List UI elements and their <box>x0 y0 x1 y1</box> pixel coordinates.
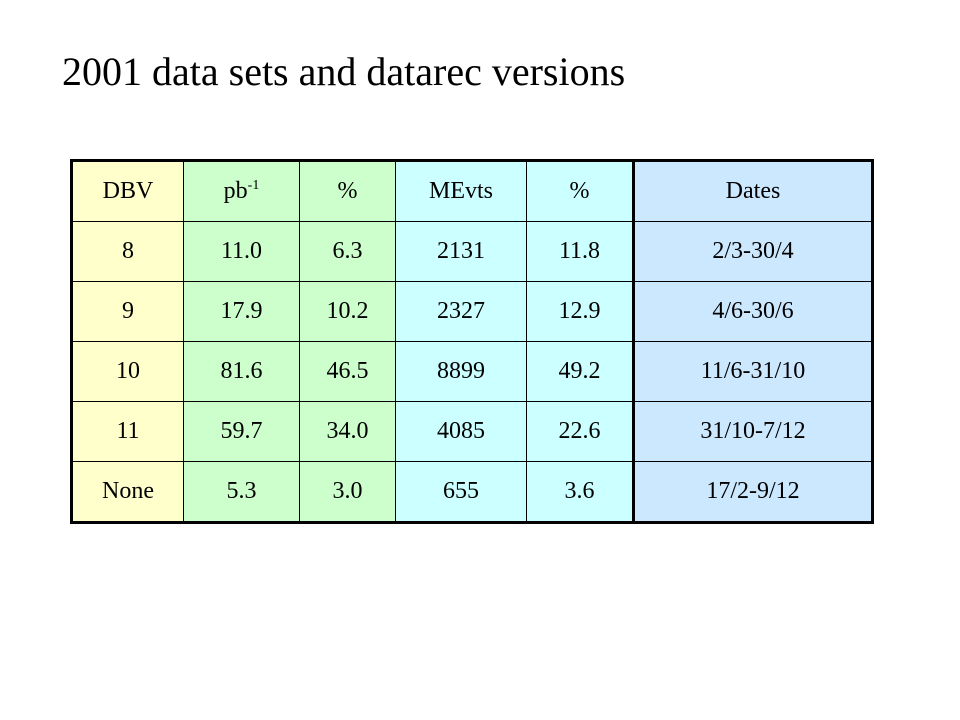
table-cell: 5.3 <box>183 461 300 523</box>
table-cell: 59.7 <box>183 401 300 462</box>
table-cell: 11/6-31/10 <box>632 341 873 402</box>
header-cell: % <box>526 160 634 222</box>
table-cell: 10 <box>71 341 184 402</box>
table-cell: 11 <box>71 401 184 462</box>
table-cell: 81.6 <box>183 341 300 402</box>
table-cell: 4/6-30/6 <box>632 281 873 342</box>
table-cell: 8 <box>71 221 184 282</box>
data-table: DBV pb-1% MEvts% Dates 8 11.0 6.3 2131 11.8 2/3-3… <box>70 159 874 524</box>
table-row: 9 17.9 10.2 2327 12.9 4/6-30/6 <box>71 281 873 342</box>
table-cell: 3.6 <box>526 461 634 523</box>
table-cell: 2/3-30/4 <box>632 221 873 282</box>
table-cell: 46.5 <box>299 341 396 402</box>
table-cell: 2327 <box>395 281 527 342</box>
table-row: None 5.3 3.0 655 3.6 17/2-9/12 <box>71 461 873 523</box>
header-row: DBV pb-1% MEvts% Dates <box>71 160 873 222</box>
table-cell: 6.3 <box>299 221 396 282</box>
table-cell: 655 <box>395 461 527 523</box>
table-cell: 49.2 <box>526 341 634 402</box>
header-cell: % <box>299 160 396 222</box>
header-cell: MEvts <box>395 160 527 222</box>
table-cell: 2131 <box>395 221 527 282</box>
header-cell: DBV <box>71 160 184 222</box>
table-cell: 34.0 <box>299 401 396 462</box>
table-cell: 3.0 <box>299 461 396 523</box>
table-row: 8 11.0 6.3 2131 11.8 2/3-30/4 <box>71 221 873 282</box>
table-row: 10 81.6 46.5 8899 49.2 11/6-31/10 <box>71 341 873 402</box>
header-superscript: -1 <box>247 178 260 193</box>
header-text: pb <box>223 178 248 204</box>
table-cell: 17.9 <box>183 281 300 342</box>
table-cell: 11.0 <box>183 221 300 282</box>
table-cell: 8899 <box>395 341 527 402</box>
header-cell: Dates <box>632 160 873 222</box>
table-row: 11 59.7 34.0 4085 22.6 31/10-7/12 <box>71 401 873 462</box>
table-cell: 17/2-9/12 <box>632 461 873 523</box>
table-cell: 12.9 <box>526 281 634 342</box>
header-cell: pb-1 <box>183 160 300 222</box>
table-cell: 9 <box>71 281 184 342</box>
table-cell: 31/10-7/12 <box>632 401 873 462</box>
table-cell: 11.8 <box>526 221 634 282</box>
table-cell: None <box>71 461 184 523</box>
table-cell: 4085 <box>395 401 527 462</box>
table-cell: 10.2 <box>299 281 396 342</box>
table-cell: 22.6 <box>526 401 634 462</box>
slide-title: 2001 data sets and datarec versions <box>62 49 626 94</box>
